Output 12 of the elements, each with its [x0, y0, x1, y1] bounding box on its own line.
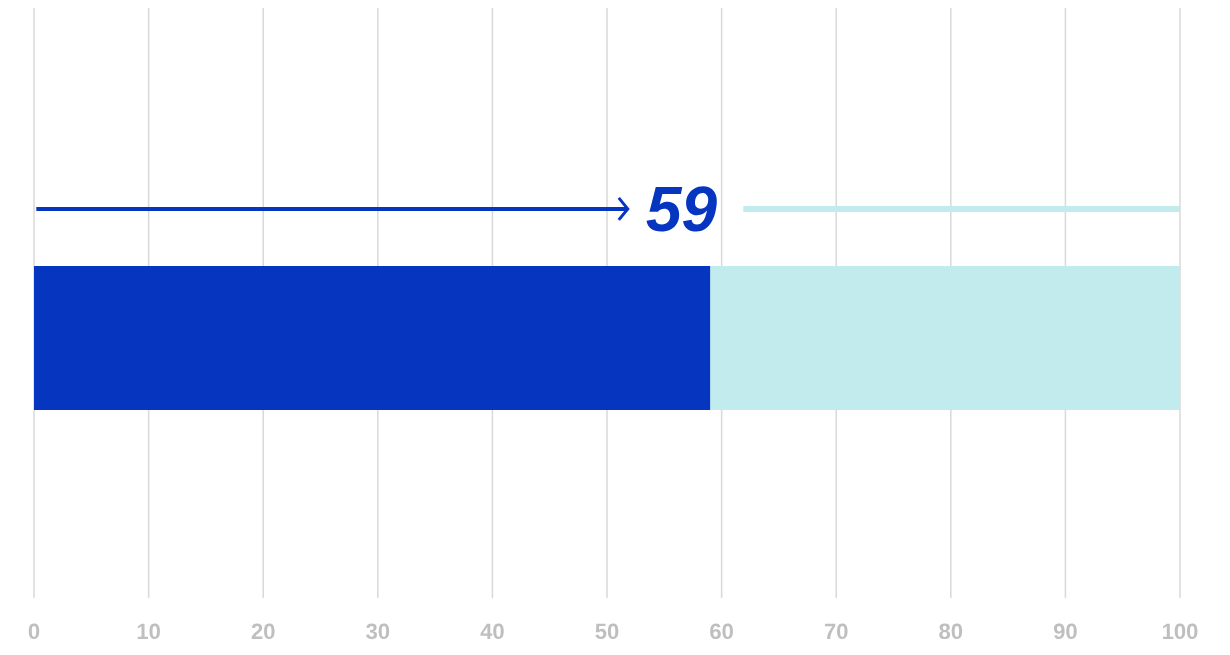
x-tick-label: 0: [28, 623, 40, 640]
x-tick-label: 10: [137, 623, 160, 640]
x-tick-label: 40: [480, 623, 504, 640]
data-label: 59: [646, 186, 717, 232]
x-tick-label: 50: [595, 623, 619, 640]
x-tick-label: 100: [1163, 623, 1198, 640]
x-tick-label: 30: [366, 623, 390, 640]
x-tick-label: 20: [251, 623, 275, 640]
x-tick-label: 90: [1053, 623, 1077, 640]
x-tick-label: 80: [939, 623, 963, 640]
x-tick-label: 70: [824, 623, 848, 640]
x-tick-label: 60: [710, 623, 733, 640]
